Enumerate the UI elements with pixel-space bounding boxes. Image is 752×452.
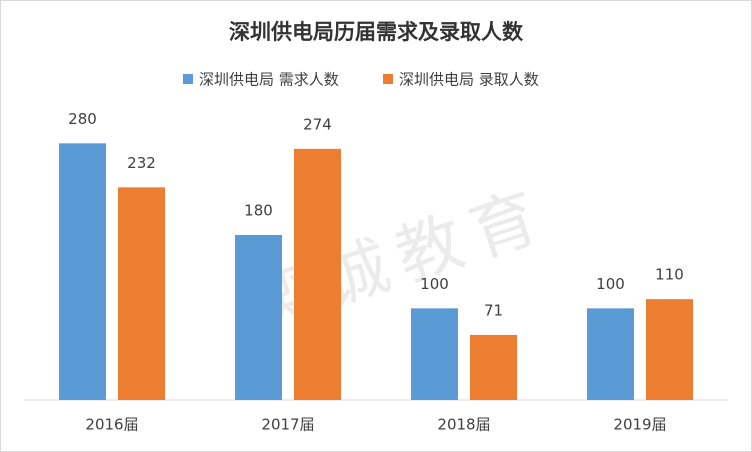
legend-swatch: [183, 74, 193, 84]
bar: [470, 334, 517, 400]
legend-label: 深圳供电局 需求人数: [199, 71, 339, 89]
data-label: 232: [127, 154, 156, 172]
data-label: 100: [596, 275, 625, 293]
data-label: 100: [420, 275, 449, 293]
bar: [59, 143, 106, 401]
data-label: 110: [655, 266, 684, 284]
chart-title: 深圳供电局历届需求及录取人数: [229, 20, 524, 44]
x-tick-label: 2019届: [613, 416, 666, 434]
data-label: 274: [303, 115, 332, 133]
bar: [118, 187, 165, 400]
data-label: 71: [484, 301, 503, 319]
bar: [294, 148, 341, 400]
bar: [411, 308, 458, 400]
legend-swatch: [383, 74, 393, 84]
bar: [235, 235, 282, 400]
x-tick-label: 2017届: [261, 416, 314, 434]
bar: [646, 299, 693, 400]
bar: [587, 308, 634, 400]
x-tick-label: 2018届: [437, 416, 490, 434]
data-label: 280: [68, 110, 97, 128]
x-tick-label: 2016届: [85, 416, 138, 434]
legend-label: 深圳供电局 录取人数: [399, 71, 539, 89]
data-label: 180: [244, 202, 273, 220]
